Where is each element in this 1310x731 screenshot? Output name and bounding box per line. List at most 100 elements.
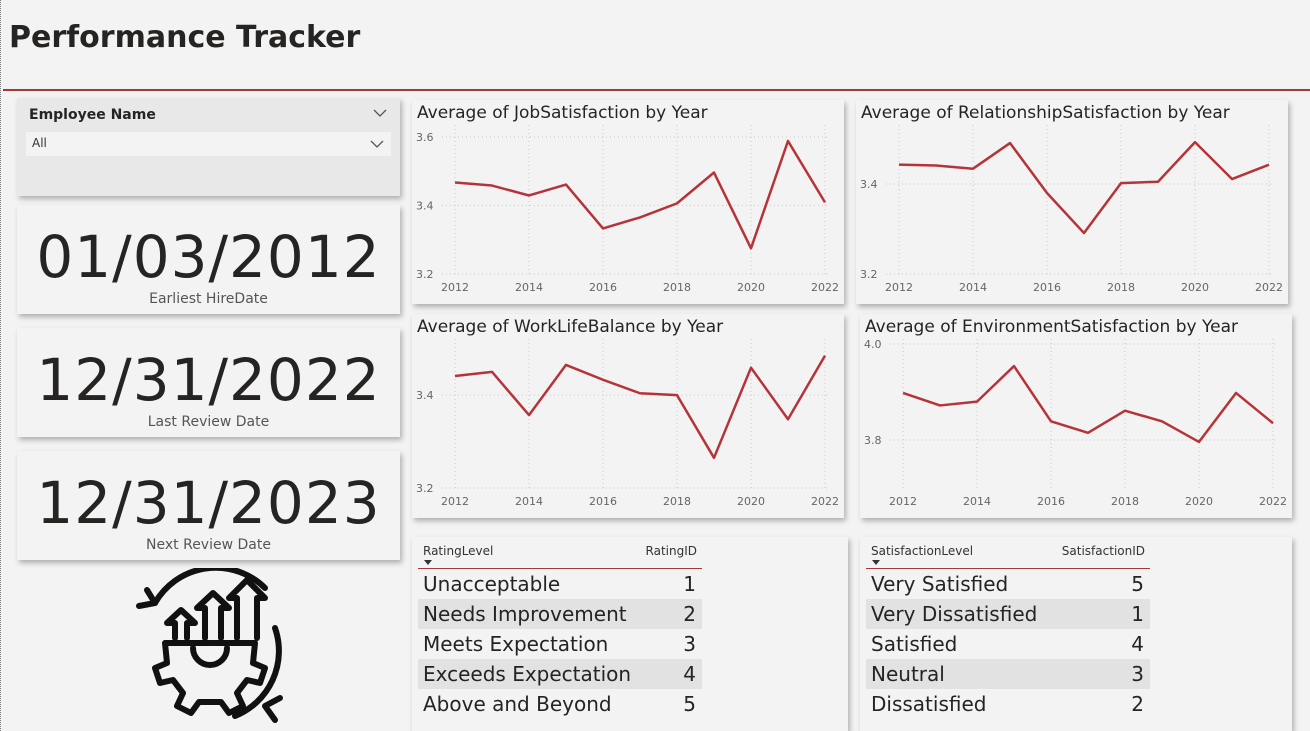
data-table: RatingLevel RatingID Unacceptable 1 Needs Im… [412, 537, 848, 731]
card-value: 01/03/2012 [36, 223, 381, 291]
x-tick-label: 2016 [589, 281, 617, 294]
line-chart: Average of WorkLifeBalance by Year 3.2 3.4… [412, 314, 844, 518]
x-tick-label: 2014 [959, 281, 987, 294]
kpi-card: 12/31/2022 Last Review Date [17, 328, 400, 437]
table-row: Exceeds Expectation 4 [418, 659, 702, 689]
cell-text: Very Satisfied [871, 572, 1009, 596]
slicer[interactable]: Employee Name All [17, 98, 400, 196]
x-tick-label: 2020 [737, 281, 765, 294]
x-tick-label: 2018 [663, 495, 691, 508]
header-rule [418, 568, 702, 569]
x-tick-label: 2012 [889, 495, 917, 508]
chevron [373, 109, 387, 117]
table-row: Dissatisfied 2 [866, 689, 1150, 719]
x-tick-label: 2016 [589, 495, 617, 508]
cell-number: 5 [683, 692, 696, 716]
y-tick-label: 3.8 [864, 434, 882, 447]
column-header: RatingID [645, 544, 697, 558]
x-tick-label: 2018 [663, 281, 691, 294]
sort-indicator [872, 560, 880, 565]
slicer-dropdown[interactable]: All [26, 132, 391, 156]
x-tick-label: 2016 [1037, 495, 1065, 508]
table-row: Meets Expectation 3 [418, 629, 702, 659]
cell-number: 1 [1131, 602, 1144, 626]
x-tick-label: 2014 [963, 495, 991, 508]
x-tick-label: 2012 [441, 281, 469, 294]
y-tick-label: 3.2 [416, 268, 434, 281]
page-title: Performance Tracker [9, 20, 361, 55]
logo-icon [136, 568, 283, 723]
cell-text: Needs Improvement [423, 602, 627, 626]
line-chart: Average of JobSatisfaction by Year 3.2 3.4… [412, 100, 844, 304]
data-table: SatisfactionLevel SatisfactionID Very Sati… [860, 537, 1292, 731]
line-series [454, 354, 827, 460]
cell-number: 3 [683, 632, 696, 656]
chevron [370, 140, 384, 148]
chart-title: Average of EnvironmentSatisfaction by Ye… [865, 317, 1238, 337]
sort-arrow [424, 560, 432, 565]
table-row: Above and Beyond 5 [418, 689, 702, 719]
table-row: Satisfied 4 [866, 629, 1150, 659]
table-row: Very Satisfied 5 [866, 569, 1150, 599]
y-tick-label: 3.4 [416, 389, 434, 402]
cell-number: 2 [1131, 692, 1144, 716]
x-tick-label: 2018 [1111, 495, 1139, 508]
card-label: Earliest HireDate [149, 291, 268, 307]
line-chart: Average of RelationshipSatisfaction by Y… [856, 100, 1288, 304]
cell-number: 1 [683, 572, 696, 596]
cell-number: 2 [683, 602, 696, 626]
x-tick-label: 2012 [885, 281, 913, 294]
card-label: Next Review Date [146, 537, 271, 553]
slicer-selection: All [32, 136, 47, 150]
cell-number: 5 [1131, 572, 1144, 596]
kpi-card: 01/03/2012 Earliest HireDate [17, 205, 400, 314]
column-header: SatisfactionLevel [871, 544, 974, 558]
y-tick-label: 3.4 [416, 199, 434, 212]
x-tick-label: 2022 [811, 281, 839, 294]
chart-title: Average of JobSatisfaction by Year [417, 103, 708, 123]
cell-text: Satisfied [871, 632, 958, 656]
line-series [902, 364, 1274, 444]
x-tick-label: 2018 [1107, 281, 1135, 294]
sort-arrow [872, 560, 880, 565]
x-tick-label: 2020 [1185, 495, 1213, 508]
line-series [898, 140, 1270, 235]
line-series [454, 139, 827, 250]
slicer-title: Employee Name [29, 107, 156, 123]
y-tick-label: 3.2 [416, 482, 434, 495]
table-row: Needs Improvement 2 [418, 599, 702, 629]
frame-edge [0, 0, 4, 731]
y-tick-label: 3.6 [416, 131, 434, 144]
x-tick-label: 2020 [1181, 281, 1209, 294]
cell-number: 4 [1131, 632, 1144, 656]
line-chart: Average of EnvironmentSatisfaction by Ye… [860, 314, 1292, 518]
card-label: Last Review Date [147, 414, 270, 430]
x-tick-label: 2014 [515, 495, 543, 508]
card-value: 12/31/2023 [36, 469, 381, 537]
header-rule [866, 568, 1150, 569]
cell-text: Neutral [871, 662, 945, 686]
cell-number: 3 [1131, 662, 1144, 686]
cell-number: 4 [683, 662, 696, 686]
sort-indicator [424, 560, 432, 565]
x-tick-label: 2016 [1033, 281, 1061, 294]
card-value: 12/31/2022 [36, 346, 381, 414]
x-tick-label: 2020 [737, 495, 765, 508]
x-tick-label: 2014 [515, 281, 543, 294]
cell-text: Meets Expectation [423, 632, 609, 656]
chart-title: Average of RelationshipSatisfaction by Y… [861, 103, 1230, 123]
x-tick-label: 2022 [1255, 281, 1283, 294]
chart-title: Average of WorkLifeBalance by Year [417, 317, 723, 337]
x-tick-label: 2022 [811, 495, 839, 508]
y-tick-label: 3.2 [860, 268, 878, 281]
kpi-card: 12/31/2023 Next Review Date [17, 451, 400, 560]
y-tick-label: 3.4 [860, 178, 878, 191]
header-rule [3, 89, 1310, 91]
x-tick-label: 2022 [1259, 495, 1287, 508]
cell-text: Exceeds Expectation [423, 662, 632, 686]
y-tick-label: 4.0 [864, 338, 882, 351]
x-tick-label: 2012 [441, 495, 469, 508]
table-row: Neutral 3 [866, 659, 1150, 689]
table-row: Very Dissatisfied 1 [866, 599, 1150, 629]
